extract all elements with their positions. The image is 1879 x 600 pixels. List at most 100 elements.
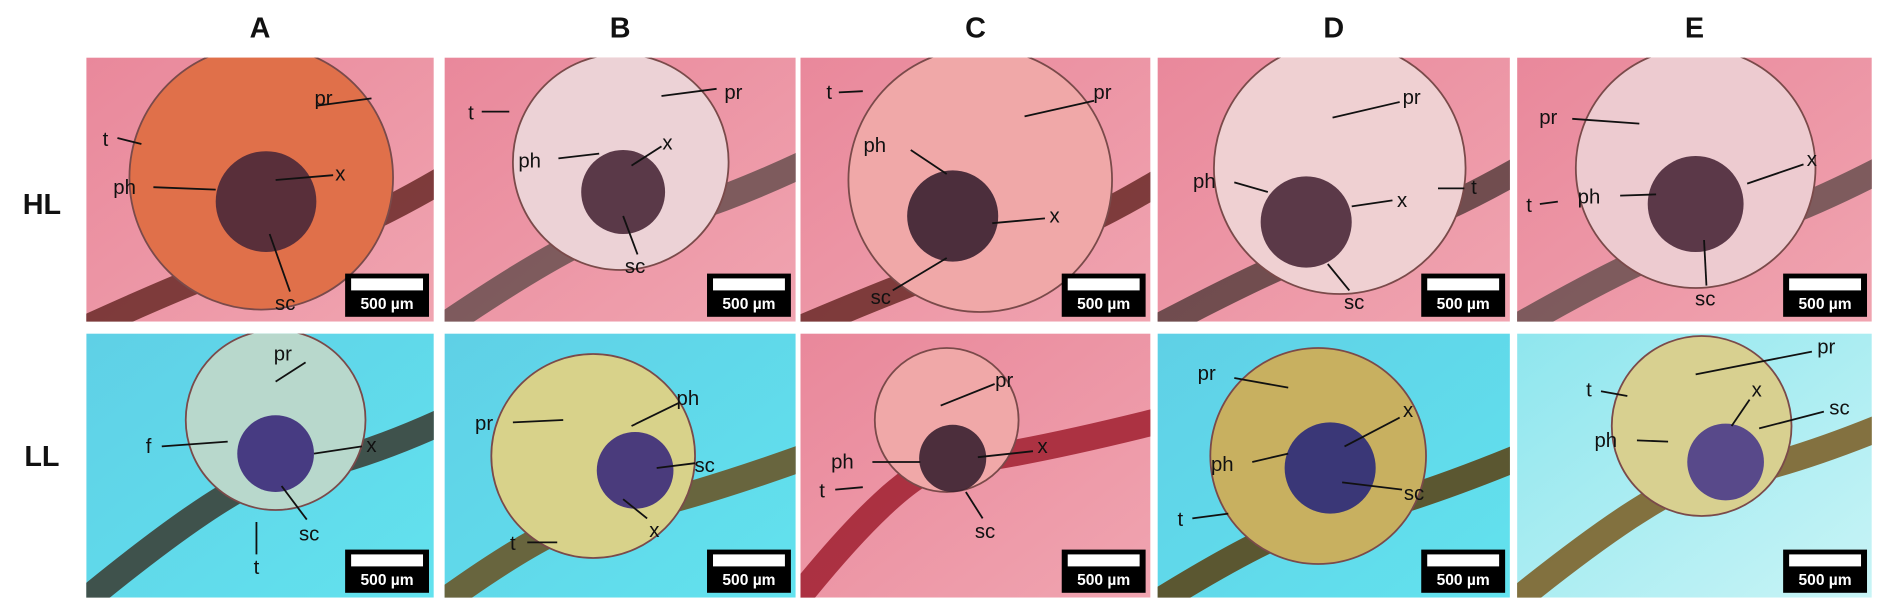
row-label: HL — [23, 189, 61, 221]
tissue-label: sc — [694, 455, 714, 477]
leader-line — [1600, 390, 1628, 397]
scale-bar — [713, 554, 785, 567]
scale-bar — [1067, 554, 1140, 567]
micrograph-panel: pr ph x t sc 500 µm — [800, 333, 1151, 598]
leader-line — [161, 440, 228, 448]
vascular-bundle — [215, 151, 317, 252]
micrograph-panel: pr f x sc t 500 µm — [86, 333, 434, 598]
tissue-label: ph — [1594, 430, 1617, 452]
tissue-label: sc — [625, 256, 645, 278]
scale-bar — [351, 554, 424, 567]
vascular-bundle — [1687, 423, 1764, 501]
scale-bar-label: 500 µm — [1077, 572, 1130, 589]
leader-line — [268, 233, 291, 292]
leader-line — [275, 174, 334, 181]
micrograph-panel: pr ph sc x t 500 µm — [444, 333, 796, 598]
scale-bar-label: 500 µm — [1077, 296, 1130, 313]
leader-line — [512, 419, 564, 424]
leader-line — [1746, 163, 1804, 185]
micrograph-panel: pr t x sc ph 500 µm — [1517, 333, 1872, 598]
leader-line — [117, 137, 142, 145]
column-header: A — [250, 13, 271, 45]
tissue-label: x — [1752, 380, 1762, 402]
leader-line — [1758, 410, 1825, 430]
tissue-label: pr — [1403, 87, 1421, 109]
vascular-bundle — [919, 424, 987, 492]
leader-line — [1730, 399, 1751, 427]
micrograph-panel: pr x t ph sc 500 µm — [1517, 57, 1872, 322]
row-label: LL — [24, 441, 59, 473]
tissue-label: f — [146, 436, 152, 458]
tissue-label: x — [1397, 190, 1407, 212]
scale-bar-label: 500 µm — [361, 572, 414, 589]
tissue-label: x — [366, 435, 376, 457]
leader-line — [656, 462, 696, 469]
scale-bar — [351, 278, 424, 291]
tissue-label: sc — [275, 293, 295, 315]
leader-line — [1252, 452, 1289, 463]
leader-line — [892, 257, 948, 292]
scale-bar-label: 500 µm — [1437, 296, 1490, 313]
leader-line — [910, 149, 948, 175]
leader-line — [1332, 101, 1400, 119]
leader-line — [1024, 99, 1095, 118]
leader-line — [1703, 239, 1708, 286]
tissue-label: t — [1586, 380, 1592, 402]
micrograph-panel: pr t ph x sc 500 µm — [86, 57, 434, 322]
vascular-bundle — [581, 150, 666, 234]
vascular-bundle — [1260, 176, 1352, 268]
tissue-label: ph — [1211, 454, 1234, 476]
tissue-label: sc — [871, 287, 891, 309]
vascular-bundle — [1284, 422, 1376, 514]
tissue-label: t — [826, 82, 832, 104]
leader-line — [153, 186, 216, 191]
tissue-label: ph — [1193, 171, 1216, 193]
tissue-label: t — [468, 102, 474, 124]
leader-line — [1234, 181, 1269, 193]
leader-line — [631, 145, 662, 167]
micrograph-panel: pr x ph sc t 500 µm — [1157, 333, 1510, 598]
tissue-label: x — [1403, 400, 1413, 422]
tissue-label: x — [1807, 149, 1817, 171]
scale-bar-label: 500 µm — [722, 572, 775, 589]
tissue-label: ph — [863, 135, 886, 157]
leader-line — [1234, 377, 1289, 389]
leader-line — [622, 215, 639, 255]
leader-line — [558, 152, 600, 160]
tissue-label: pr — [475, 413, 493, 435]
tissue-label: sc — [975, 521, 995, 543]
tissue-label: t — [1526, 195, 1532, 217]
leader-line — [1695, 350, 1813, 376]
leader-line — [280, 485, 308, 521]
leader-line — [1351, 199, 1393, 208]
leaf-section — [1213, 57, 1467, 295]
leader-line — [1342, 481, 1403, 491]
scale-bar — [1427, 554, 1500, 567]
tissue-label: pr — [1539, 107, 1557, 129]
tissue-label: t — [254, 557, 260, 579]
leader-line — [1327, 263, 1351, 291]
vascular-bundle — [907, 170, 999, 262]
tissue-label: t — [1471, 177, 1477, 199]
leader-line — [622, 498, 648, 520]
leader-line — [631, 402, 679, 427]
tissue-label: ph — [113, 177, 136, 199]
scale-bar-label: 500 µm — [722, 296, 775, 313]
leader-line — [1192, 512, 1229, 520]
scale-bar-label: 500 µm — [1799, 572, 1852, 589]
leader-line — [977, 450, 1034, 459]
leader-line — [317, 97, 372, 107]
column-header: C — [965, 13, 986, 45]
tissue-label: x — [335, 164, 345, 186]
tissue-label: t — [510, 533, 516, 555]
leader-line — [940, 383, 995, 407]
tissue-label: pr — [314, 88, 332, 110]
tissue-label: ph — [518, 150, 541, 172]
scale-bar — [1067, 278, 1140, 291]
tissue-label: pr — [1817, 336, 1835, 358]
tissue-label: sc — [1695, 288, 1715, 310]
vascular-bundle — [596, 432, 674, 509]
tissue-label: sc — [1829, 398, 1849, 420]
micrograph-panel: pr ph x t sc 500 µm — [1157, 57, 1510, 322]
leader-line — [1572, 117, 1640, 125]
